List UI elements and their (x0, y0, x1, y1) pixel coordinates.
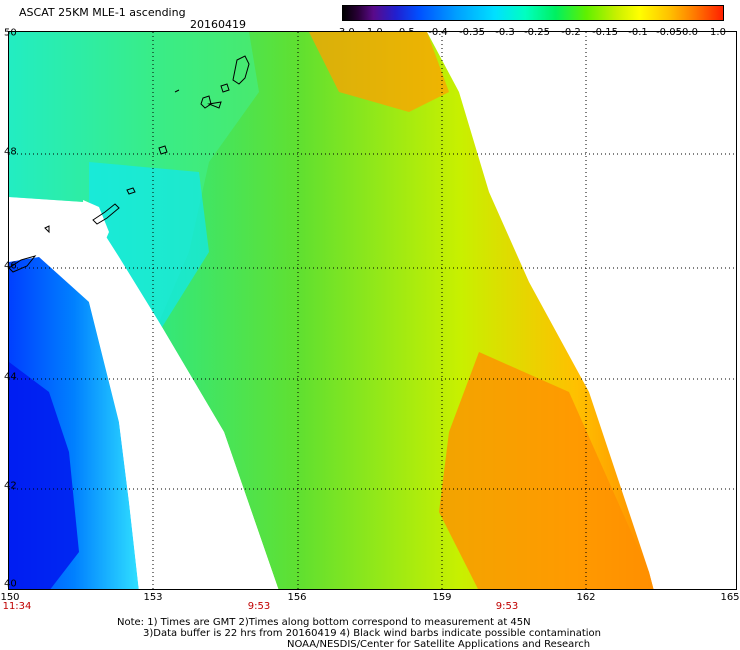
longitude-label: 150 (0, 592, 20, 603)
color-scale-label: -0.2 (561, 27, 581, 38)
latitude-label: 44 (4, 371, 17, 383)
longitude-label: 165 (720, 592, 740, 603)
color-scale-label: -0.3 (495, 27, 515, 38)
color-scale-label: -0.25 (524, 27, 550, 38)
time-label: 11:34 (2, 601, 32, 612)
coastline (9, 55, 250, 273)
latitude-label: 48 (4, 146, 17, 158)
color-scale-label: 0.0 (682, 27, 698, 38)
longitude-label: 153 (143, 592, 163, 603)
swath-orange-top (309, 32, 449, 112)
swath-orange-right (439, 352, 654, 589)
footnote-line: NOAA/NESDIS/Center for Satellite Applica… (287, 639, 591, 650)
color-scale-label: -0.1 (628, 27, 648, 38)
color-scale-label: -0.35 (459, 27, 485, 38)
swath-gap (84, 202, 279, 589)
color-scale-label: -0.05 (656, 27, 682, 38)
scatterometer-map (8, 31, 737, 590)
swath-gap-top (83, 200, 109, 267)
map-title: ASCAT 25KM MLE-1 ascending (19, 6, 186, 19)
color-scale-label: -0.4 (428, 27, 448, 38)
color-scale-label: -0.15 (592, 27, 618, 38)
latitude-label: 50 (4, 27, 17, 39)
time-label: 9:53 (495, 601, 519, 612)
longitude-label: 159 (432, 592, 452, 603)
longitude-label: 162 (576, 592, 596, 603)
latitude-label: 46 (4, 260, 17, 272)
footnote-line: Note: 1) Times are GMT 2)Times along bot… (117, 617, 531, 628)
time-label: 9:53 (247, 601, 271, 612)
graticule (9, 32, 736, 589)
latitude-label: 42 (4, 480, 17, 492)
map-date: 20160419 (190, 18, 246, 31)
longitude-label: 156 (287, 592, 307, 603)
swath-cyan-area-2 (89, 162, 209, 332)
footnote-line: 3)Data buffer is 22 hrs from 20160419 4)… (143, 628, 601, 639)
latitude-label: 40 (4, 578, 17, 590)
swath-left-deep (9, 362, 79, 589)
color-scale-label: 1.0 (710, 27, 726, 38)
color-scale-bar (342, 5, 724, 21)
footnote: Note: 1) Times are GMT 2)Times along bot… (117, 617, 601, 650)
